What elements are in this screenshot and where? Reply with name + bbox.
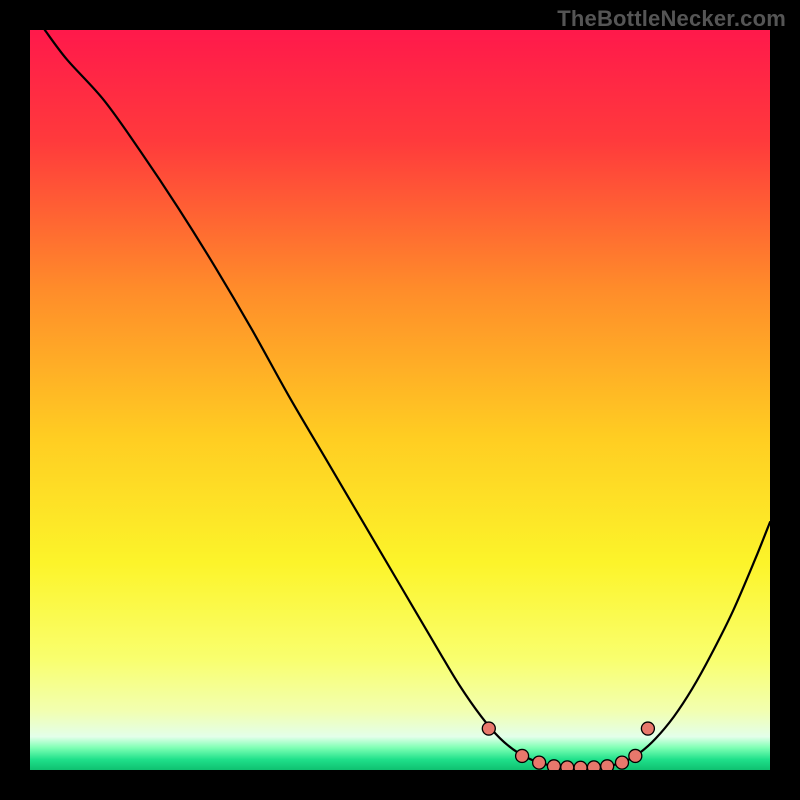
curve-marker (482, 722, 495, 735)
plot-svg (30, 30, 770, 770)
curve-marker (629, 749, 642, 762)
gradient-background (30, 30, 770, 770)
curve-marker (533, 756, 546, 769)
curve-marker (601, 760, 614, 770)
curve-marker (587, 761, 600, 770)
curve-marker (547, 760, 560, 770)
curve-marker (516, 749, 529, 762)
watermark-text: TheBottleNecker.com (557, 6, 786, 32)
bottleneck-plot (30, 30, 770, 770)
curve-marker (641, 722, 654, 735)
chart-stage: TheBottleNecker.com (0, 0, 800, 800)
curve-marker (616, 756, 629, 769)
curve-marker (561, 761, 574, 770)
curve-marker (574, 761, 587, 770)
